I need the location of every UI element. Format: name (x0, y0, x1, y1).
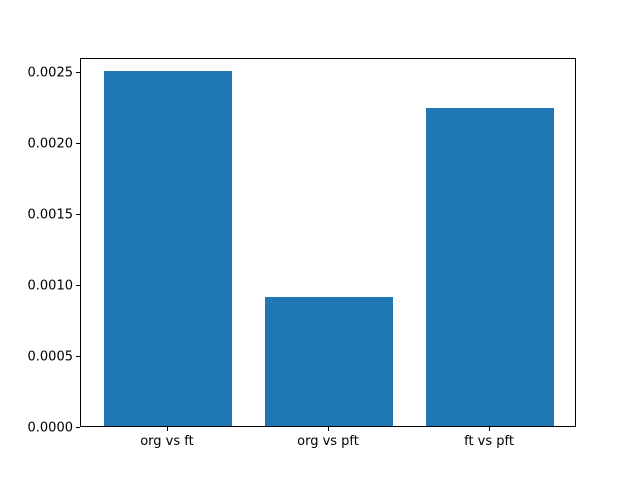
y-tick-mark (76, 427, 80, 428)
x-tick-label: org vs ft (140, 434, 194, 449)
y-tick-label: 0.0015 (27, 207, 74, 223)
y-tick-mark (76, 285, 80, 287)
bar-ft-vs-pft (425, 108, 555, 426)
y-tick-mark (76, 214, 80, 216)
y-tick-label: 0.0005 (27, 349, 74, 365)
bar-org-vs-ft (103, 71, 233, 426)
bar-org-vs-pft (264, 296, 394, 426)
y-tick-mark (76, 72, 80, 74)
y-tick-mark (76, 356, 80, 358)
y-tick-label: 0.0025 (27, 65, 74, 81)
x-tick-label: org vs pft (297, 434, 359, 449)
y-tick-mark (76, 143, 80, 145)
y-tick-label: 0.0020 (27, 136, 74, 152)
y-tick-label: 0.0010 (27, 278, 74, 294)
x-tick-label: ft vs pft (464, 434, 514, 449)
x-tick-mark (166, 427, 168, 431)
x-tick-mark (489, 427, 491, 431)
y-tick-label: 0.0000 (27, 420, 74, 435)
x-tick-mark (328, 427, 329, 431)
plot-area (80, 58, 576, 427)
